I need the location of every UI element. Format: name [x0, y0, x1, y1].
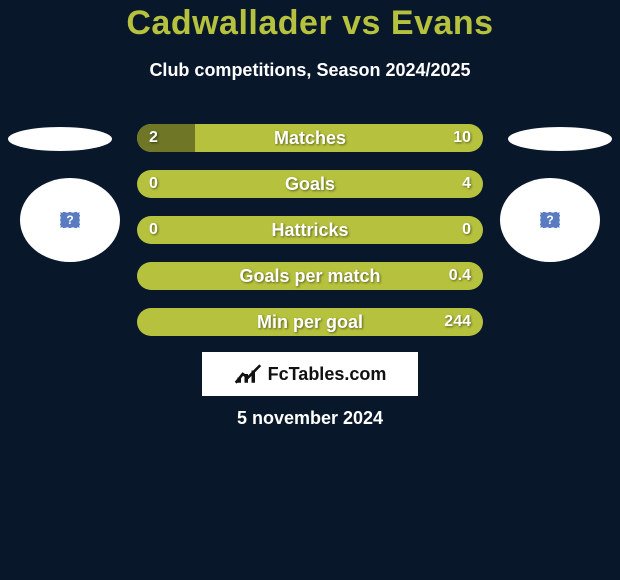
stat-bar: 0Goals4 [137, 170, 483, 198]
stat-label: Goals [137, 170, 483, 198]
comparison-bars: 2Matches100Goals40Hattricks0Goals per ma… [137, 124, 483, 354]
stat-label: Min per goal [137, 308, 483, 336]
date: 5 november 2024 [0, 408, 620, 429]
player2-club-ellipse [508, 127, 612, 151]
player1-club-ellipse [8, 127, 112, 151]
stat-right-value: 4 [462, 170, 471, 198]
stat-right-value: 0 [462, 216, 471, 244]
stat-label: Goals per match [137, 262, 483, 290]
title-player2: Evans [391, 4, 494, 42]
title-vs: vs [342, 4, 381, 42]
stat-label: Hattricks [137, 216, 483, 244]
player2-avatar: ? [500, 178, 600, 262]
stat-right-value: 0.4 [449, 262, 471, 290]
placeholder-icon: ? [60, 212, 80, 228]
subtitle: Club competitions, Season 2024/2025 [0, 60, 620, 81]
fctables-icon [234, 363, 262, 385]
player1-avatar: ? [20, 178, 120, 262]
comparison-card: Cadwallader vs Evans Club competitions, … [0, 0, 620, 580]
placeholder-icon: ? [540, 212, 560, 228]
title: Cadwallader vs Evans [0, 4, 620, 43]
stat-right-value: 244 [444, 308, 471, 336]
stat-bar: Goals per match0.4 [137, 262, 483, 290]
logo-text: FcTables.com [268, 364, 387, 385]
logo-box: FcTables.com [202, 352, 418, 396]
stat-bar: 2Matches10 [137, 124, 483, 152]
stat-label: Matches [137, 124, 483, 152]
stat-right-value: 10 [453, 124, 471, 152]
stat-bar: 0Hattricks0 [137, 216, 483, 244]
title-player1: Cadwallader [126, 4, 332, 42]
stat-bar: Min per goal244 [137, 308, 483, 336]
